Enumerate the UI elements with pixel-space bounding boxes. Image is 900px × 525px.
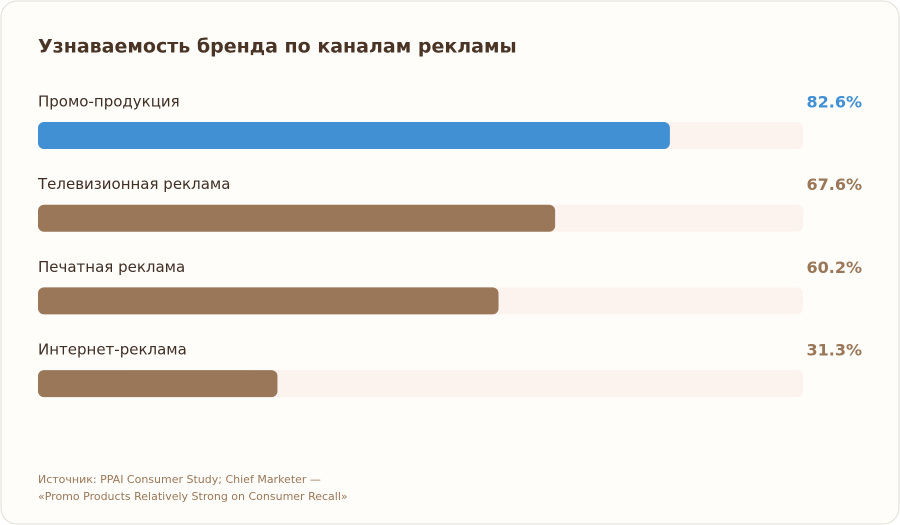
category-label: Печатная реклама (38, 258, 185, 276)
value-label: 31.3% (806, 341, 862, 360)
category-label: Телевизионная реклама (37, 175, 230, 193)
bar (38, 122, 670, 149)
value-label: 67.6% (806, 175, 862, 194)
source: Источник: PPAI Consumer Study; Chief Mar… (38, 473, 321, 486)
value-label: 82.6% (806, 93, 862, 112)
bar (38, 370, 278, 398)
category-label: Интернет-реклама (38, 341, 187, 359)
bar (38, 287, 499, 315)
bar (38, 204, 556, 232)
value-label: 60.2% (806, 258, 862, 277)
category-label: Промо-продукция (38, 93, 180, 111)
chart-title: Узнаваемость бренда по каналам рекламы (38, 36, 517, 58)
source: «Promo Products Relatively Strong on Con… (38, 490, 348, 503)
